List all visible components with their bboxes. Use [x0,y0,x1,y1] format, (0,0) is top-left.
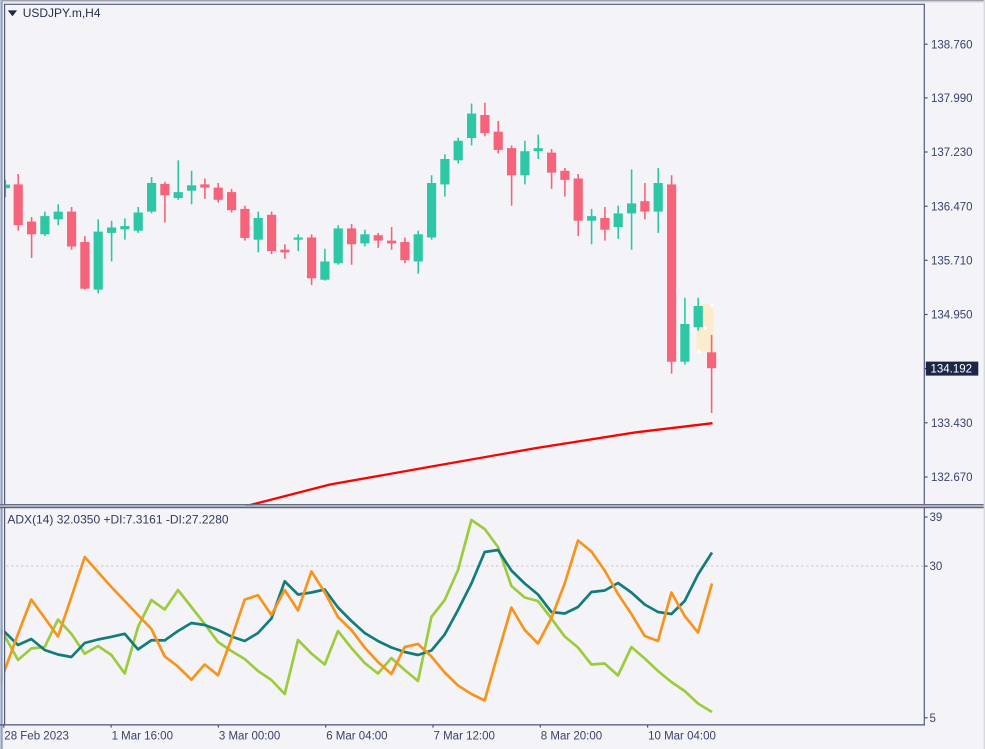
svg-text:28 Feb 2023: 28 Feb 2023 [4,731,69,743]
svg-text:39: 39 [930,512,943,524]
svg-text:138.760: 138.760 [931,39,973,51]
svg-text:10 Mar 04:00: 10 Mar 04:00 [648,731,716,743]
svg-text:3 Mar 00:00: 3 Mar 00:00 [219,731,280,743]
svg-text:133.430: 133.430 [931,418,973,430]
svg-text:ADX(14) 32.0350 +DI:7.3161 -DI: ADX(14) 32.0350 +DI:7.3161 -DI:27.2280 [7,513,228,527]
svg-text:132.670: 132.670 [931,472,973,484]
svg-text:USDJPY.m,H4: USDJPY.m,H4 [23,6,101,20]
svg-text:8 Mar 20:00: 8 Mar 20:00 [541,731,602,743]
svg-text:135.710: 135.710 [931,255,973,267]
svg-text:134.950: 134.950 [931,310,973,322]
svg-text:136.470: 136.470 [931,201,973,213]
svg-text:30: 30 [930,561,943,573]
svg-text:137.990: 137.990 [931,93,973,105]
svg-text:137.230: 137.230 [931,147,973,159]
svg-text:134.192: 134.192 [931,364,973,376]
svg-text:6 Mar 04:00: 6 Mar 04:00 [326,731,387,743]
svg-text:1 Mar 16:00: 1 Mar 16:00 [112,731,173,743]
svg-text:7 Mar 12:00: 7 Mar 12:00 [434,731,495,743]
svg-text:5: 5 [930,713,936,725]
